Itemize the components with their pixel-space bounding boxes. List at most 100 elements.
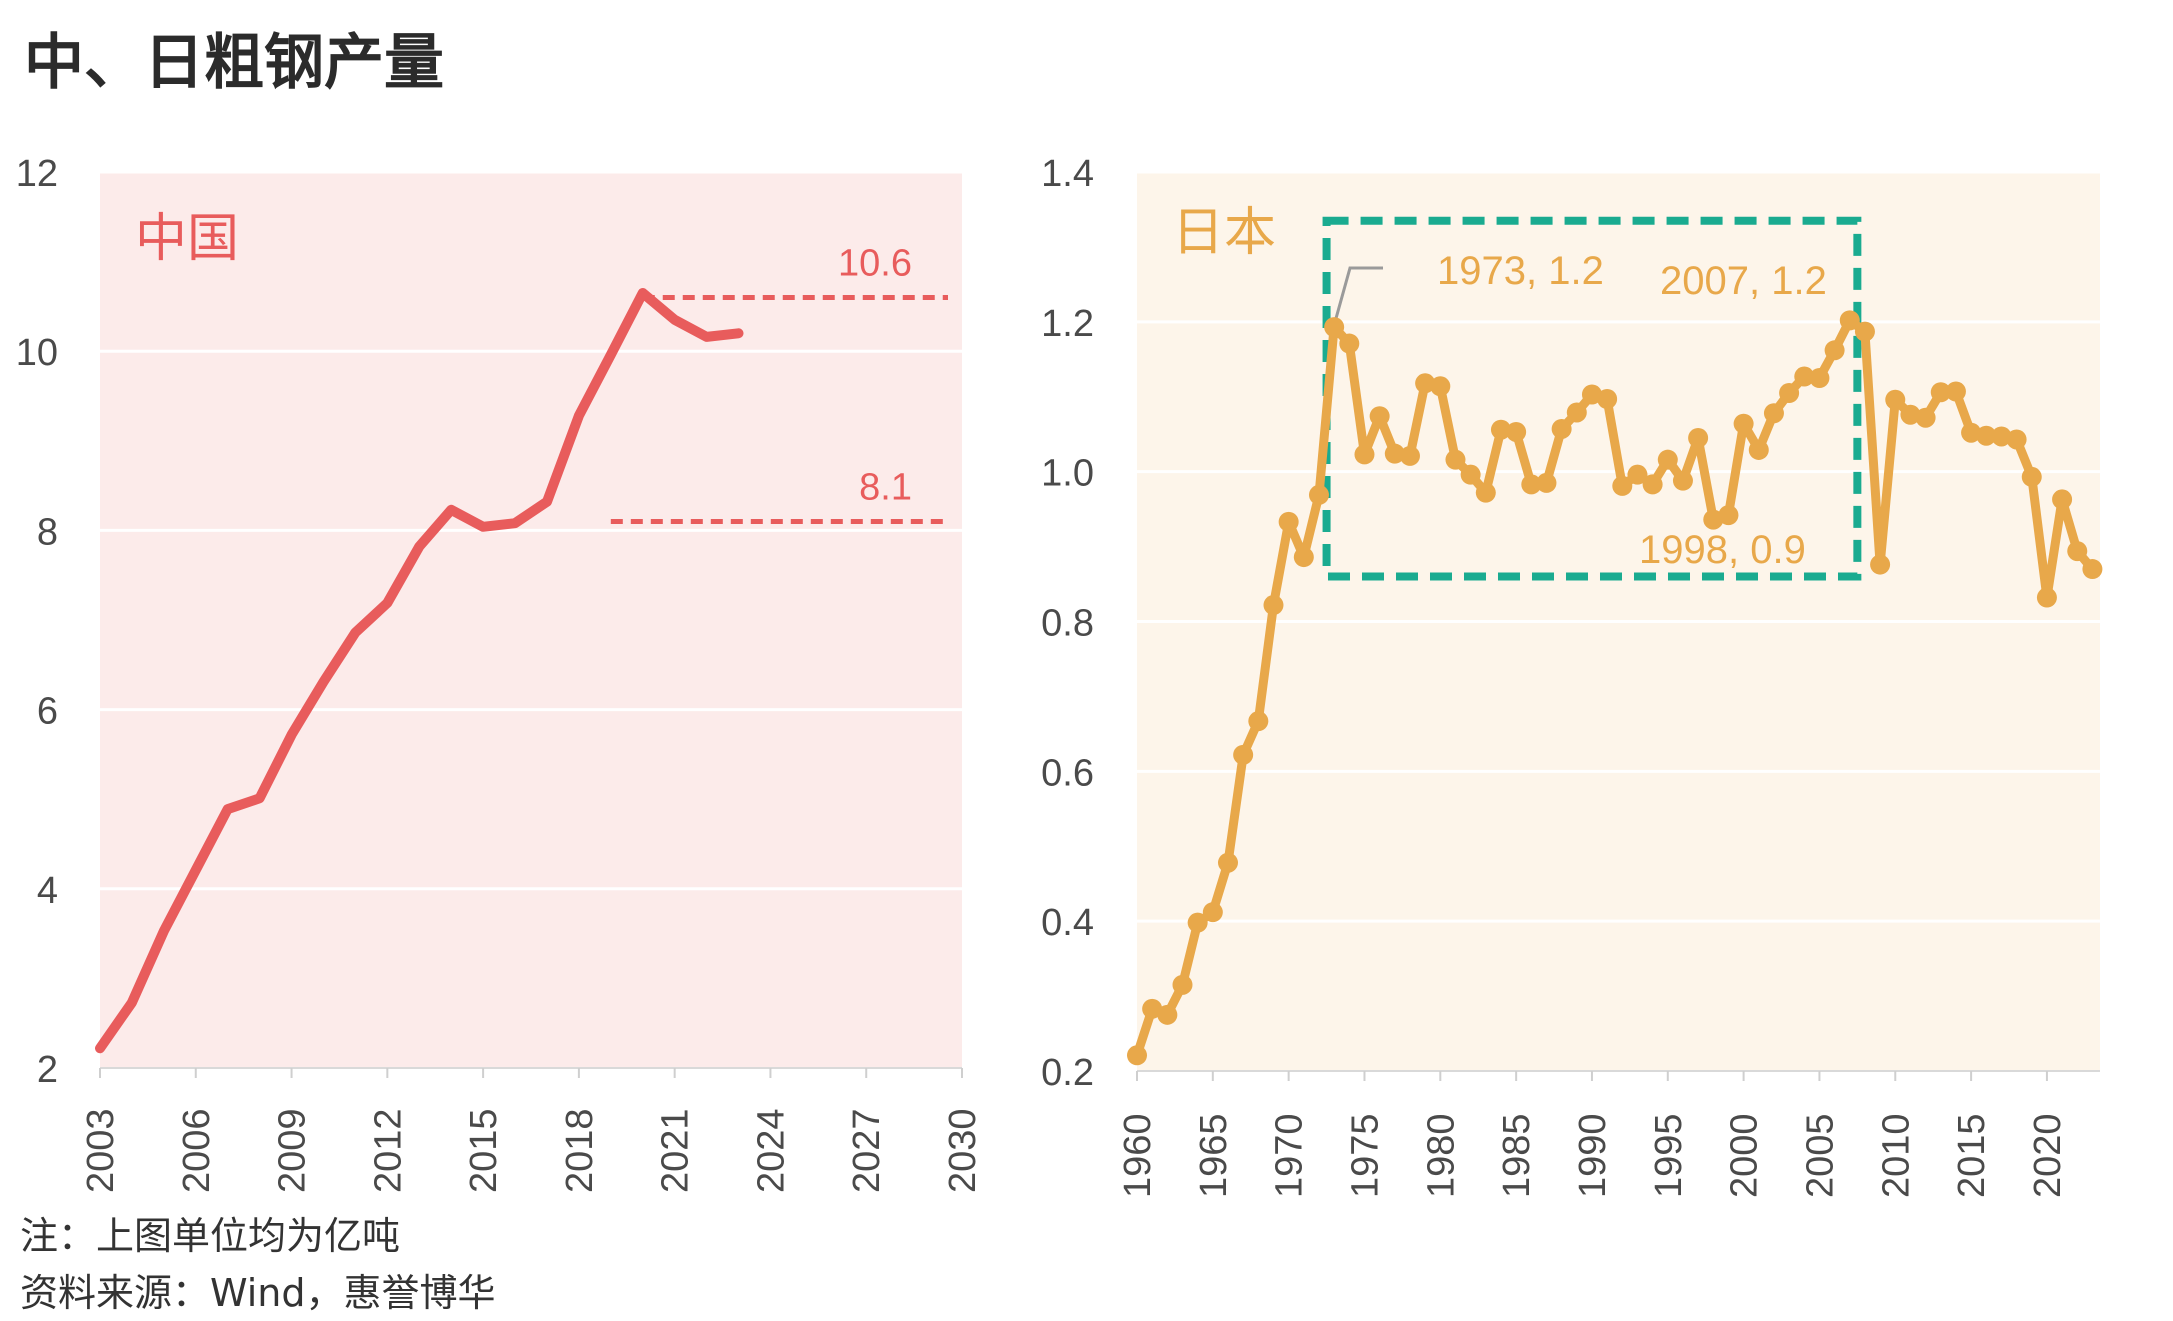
japan-data-point bbox=[1945, 381, 1966, 402]
japan-y-tick-label: 0.8 bbox=[1041, 603, 1094, 645]
japan-annotation-label: 1973, 1.2 bbox=[1437, 249, 1604, 293]
japan-data-point bbox=[1854, 321, 1875, 342]
japan-y-tick-label: 0.4 bbox=[1041, 902, 1094, 944]
japan-data-point bbox=[1415, 373, 1436, 394]
japan-data-point bbox=[1627, 464, 1648, 485]
china-x-tick-label: 2009 bbox=[272, 1108, 314, 1193]
japan-data-point bbox=[1885, 389, 1906, 410]
japan-data-point bbox=[1263, 595, 1284, 616]
japan-data-point bbox=[2036, 587, 2057, 608]
china-x-tick-label: 2027 bbox=[846, 1108, 888, 1193]
japan-data-point bbox=[1642, 474, 1663, 495]
china-y-tick-label: 4 bbox=[37, 870, 58, 912]
japan-data-point bbox=[1521, 474, 1542, 495]
china-x-tick-label: 2015 bbox=[463, 1108, 505, 1193]
japan-data-point bbox=[1430, 376, 1451, 397]
china-panel-label: 中国 bbox=[135, 209, 239, 269]
japan-series-line bbox=[1132, 315, 2097, 1060]
japan-data-point bbox=[1718, 505, 1739, 526]
japan-y-tick-label: 1.2 bbox=[1041, 303, 1094, 345]
japan-data-point bbox=[1278, 511, 1299, 532]
japan-data-point bbox=[1672, 470, 1693, 491]
japan-data-point bbox=[1597, 388, 1618, 409]
japan-data-point bbox=[1991, 426, 2012, 447]
japan-data-point bbox=[1233, 744, 1254, 765]
japan-data-point bbox=[1142, 998, 1163, 1019]
japan-x-tick-label: 1965 bbox=[1193, 1113, 1235, 1198]
japan-x-tick-label: 2010 bbox=[1875, 1113, 1917, 1198]
japan-data-point bbox=[1536, 472, 1557, 493]
japan-data-point bbox=[1824, 340, 1845, 361]
japan-data-point bbox=[1157, 1004, 1178, 1025]
japan-data-point bbox=[1612, 475, 1633, 496]
japan-data-point bbox=[1839, 310, 1860, 331]
china-plot-background bbox=[100, 172, 962, 1068]
japan-x-tick-label: 1985 bbox=[1496, 1113, 1538, 1198]
japan-data-point bbox=[1703, 509, 1724, 530]
japan-data-point bbox=[1172, 974, 1193, 995]
japan-x-tick-label: 2020 bbox=[2027, 1113, 2069, 1198]
japan-x-tick-label: 1960 bbox=[1117, 1113, 1159, 1198]
japan-data-point bbox=[1763, 403, 1784, 424]
japan-data-point bbox=[1354, 444, 1375, 465]
china-x-tick-label: 2024 bbox=[750, 1108, 792, 1193]
china-reference-label: 10.6 bbox=[838, 242, 912, 284]
japan-y-tick-label: 1.4 bbox=[1041, 153, 1094, 195]
china-x-tick-label: 2006 bbox=[176, 1108, 218, 1193]
japan-data-point bbox=[1369, 406, 1390, 427]
japan-y-tick-label: 0.2 bbox=[1041, 1052, 1094, 1094]
japan-data-point bbox=[1688, 427, 1709, 448]
japan-data-point bbox=[1961, 422, 1982, 443]
japan-panel-label: 日本 bbox=[1172, 203, 1276, 263]
japan-x-tick-label: 2005 bbox=[1799, 1113, 1841, 1198]
japan-data-point bbox=[1809, 368, 1830, 389]
japan-x-tick-label: 1990 bbox=[1572, 1113, 1614, 1198]
chart-title: 中、日粗钢产量 bbox=[24, 28, 444, 98]
japan-data-point bbox=[1202, 902, 1223, 923]
unit-note: 注：上图单位均为亿吨 bbox=[20, 1214, 401, 1258]
japan-data-point bbox=[1460, 464, 1481, 485]
japan-data-point bbox=[2006, 429, 2027, 450]
japan-annotation-label: 2007, 1.2 bbox=[1660, 259, 1827, 303]
japan-data-point bbox=[1187, 912, 1208, 933]
source-note: 资料来源：Wind，惠誉博华 bbox=[20, 1271, 496, 1315]
china-x-tick-label: 2003 bbox=[80, 1108, 122, 1193]
japan-data-point bbox=[1445, 449, 1466, 470]
japan-data-point bbox=[1976, 425, 1997, 446]
japan-data-point bbox=[1293, 547, 1314, 568]
japan-data-point bbox=[1399, 445, 1420, 466]
japan-x-tick-label: 1970 bbox=[1269, 1113, 1311, 1198]
japan-data-point bbox=[1324, 317, 1345, 338]
japan-data-point bbox=[1248, 711, 1269, 732]
japan-data-point bbox=[1308, 484, 1329, 505]
japan-x-tick-label: 2000 bbox=[1724, 1113, 1766, 1198]
japan-data-point bbox=[1657, 449, 1678, 470]
china-x-tick-label: 2012 bbox=[367, 1108, 409, 1193]
japan-data-point bbox=[1748, 439, 1769, 460]
japan-data-point bbox=[2052, 489, 2073, 510]
japan-data-point bbox=[1217, 852, 1238, 873]
japan-x-tick-label: 1975 bbox=[1344, 1113, 1386, 1198]
china-y-tick-label: 2 bbox=[37, 1049, 58, 1091]
japan-data-point bbox=[1870, 554, 1891, 575]
china-reference-label: 8.1 bbox=[859, 466, 912, 508]
japan-data-point bbox=[1733, 413, 1754, 434]
japan-data-point bbox=[1915, 407, 1936, 428]
china-y-tick-label: 10 bbox=[16, 332, 58, 374]
japan-x-tick-label: 1980 bbox=[1420, 1113, 1462, 1198]
china-x-tick-label: 2018 bbox=[559, 1108, 601, 1193]
japan-data-point bbox=[1900, 404, 1921, 425]
japan-data-point bbox=[1475, 482, 1496, 503]
japan-data-point bbox=[1127, 1045, 1147, 1066]
china-y-tick-label: 6 bbox=[37, 691, 58, 733]
china-x-tick-label: 2030 bbox=[942, 1108, 984, 1193]
japan-data-point bbox=[1930, 382, 1951, 403]
japan-data-point bbox=[1339, 333, 1360, 354]
japan-data-point bbox=[1794, 366, 1815, 387]
china-y-tick-label: 8 bbox=[37, 511, 58, 553]
japan-data-point bbox=[1551, 418, 1572, 439]
japan-y-tick-label: 0.6 bbox=[1041, 752, 1094, 794]
japan-data-point bbox=[1566, 402, 1587, 423]
japan-annotation-leader bbox=[1332, 266, 1383, 326]
